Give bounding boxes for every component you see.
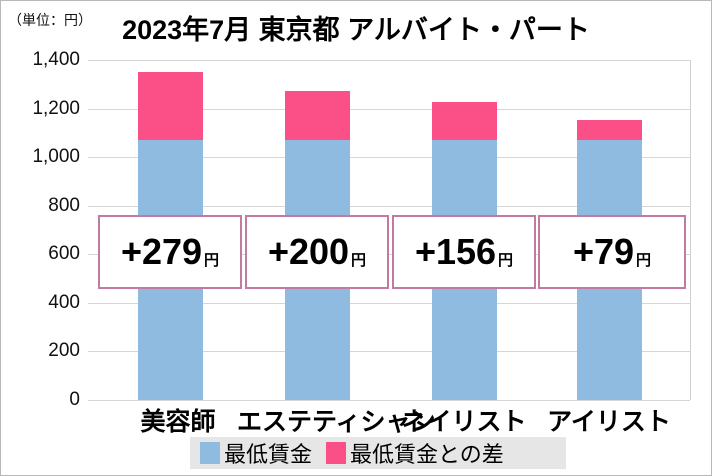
yen-suffix: 円	[498, 251, 514, 269]
diff-value: +279	[120, 231, 203, 272]
gridline	[88, 400, 690, 401]
legend-swatch-diff	[326, 442, 347, 464]
bar-segment-diff	[285, 91, 350, 140]
diff-value: +156	[414, 231, 497, 272]
y-tick-label: 1,200	[32, 97, 80, 119]
y-tick-label: 200	[48, 340, 80, 362]
diff-annotation: +200 円	[245, 215, 389, 289]
diff-annotation: +279 円	[98, 215, 242, 289]
yen-suffix: 円	[204, 251, 220, 269]
legend-label-diff: 最低賃金との差	[350, 442, 504, 467]
y-tick-label: 800	[48, 194, 80, 216]
gridline	[88, 108, 690, 110]
legend: 最低賃金 最低賃金との差	[190, 437, 566, 469]
diff-annotation: +156 円	[392, 215, 536, 289]
bar-segment-diff	[432, 101, 497, 140]
unit-label: （単位：円）	[8, 12, 92, 28]
diff-value: +200	[267, 231, 350, 272]
bar-segment-diff	[138, 71, 203, 140]
chart-title: 2023年7月 東京都 アルバイト・パート	[122, 15, 590, 45]
yen-suffix: 円	[351, 251, 367, 269]
gridline	[88, 205, 690, 207]
x-category-label: アイリスト	[547, 408, 671, 436]
x-category-label: ネイリスト	[401, 408, 527, 436]
bar-segment-diff	[577, 120, 642, 140]
legend-label-min-wage: 最低賃金	[224, 442, 313, 467]
y-tick-label: 0	[69, 389, 80, 410]
yen-suffix: 円	[636, 251, 652, 269]
y-tick-label: 1,400	[32, 49, 80, 70]
y-tick-label: 400	[48, 291, 80, 313]
y-tick-label: 1,000	[32, 146, 80, 168]
y-tick-label: 600	[48, 243, 80, 265]
diff-annotation: +79 円	[538, 215, 686, 289]
gridline	[88, 60, 690, 61]
gridline	[88, 254, 690, 256]
gridline	[88, 157, 690, 159]
gridline	[88, 302, 690, 304]
x-category-label: エステティシャン	[237, 408, 436, 436]
gridline	[88, 351, 690, 353]
diff-value: +79	[572, 231, 635, 272]
legend-swatch-min-wage	[200, 442, 220, 464]
x-category-label: 美容師	[140, 408, 216, 436]
